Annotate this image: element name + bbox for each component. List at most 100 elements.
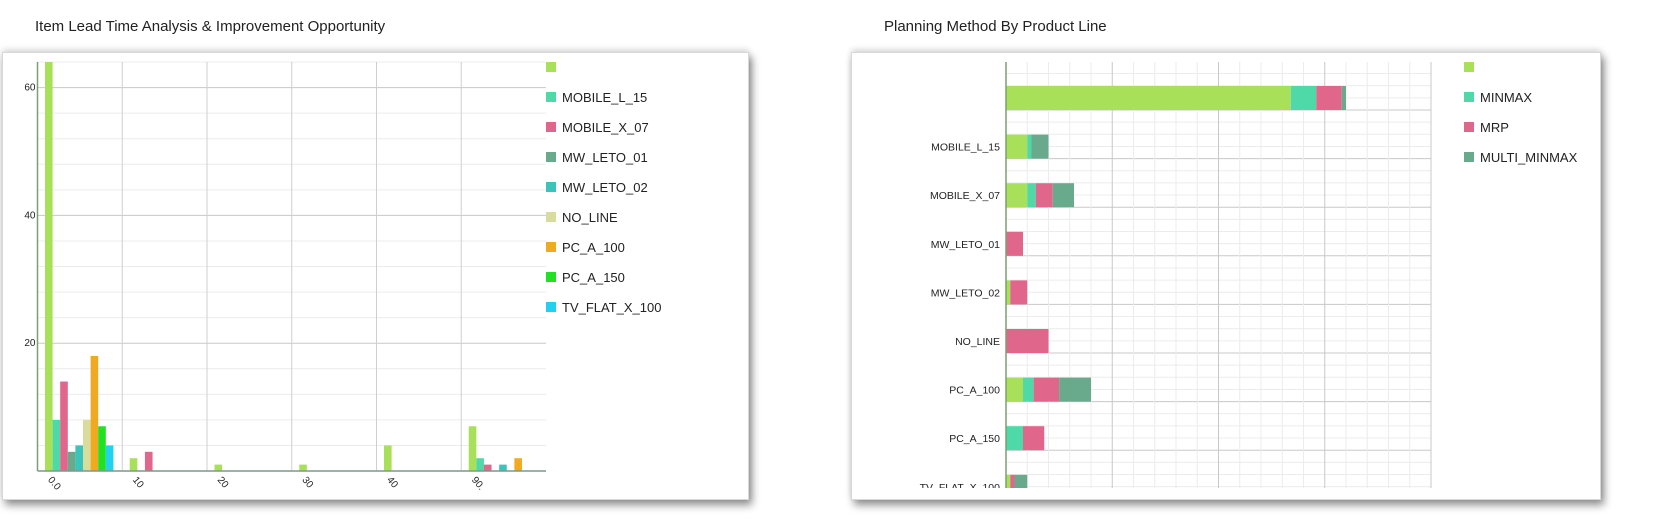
- bar-segment: [1027, 183, 1036, 208]
- bar-segment: [1006, 426, 1023, 451]
- lead-time-plot: 20 40 60 0.0 10 20 30 40 90.: [24, 61, 546, 493]
- bar-segment: [1006, 280, 1011, 305]
- legend-item[interactable]: PC_A_150: [546, 269, 625, 285]
- bar-segment: [1006, 329, 1049, 353]
- bar: [45, 62, 53, 471]
- legend-swatch-icon: [546, 272, 556, 282]
- legend-swatch-icon: [1464, 122, 1474, 132]
- bar-segment: [1316, 86, 1342, 110]
- y-category-label: TV_FLAT_X_100: [920, 482, 1001, 494]
- bar: [483, 464, 492, 471]
- legend-swatch-icon: [1464, 152, 1474, 162]
- legend-item[interactable]: MINMAX: [1464, 89, 1532, 105]
- planning-method-plot: MOBILE_L_15 MOBILE_X_07 MW_LETO_01 MW_LETO_…: [920, 62, 1432, 494]
- lead-time-chart-title: Item Lead Time Analysis & Improvement Op…: [35, 18, 386, 35]
- planning-method-chart-title: Planning Method By Product Line: [884, 18, 1107, 35]
- legend-label: PC_A_150: [562, 269, 625, 285]
- legend-item[interactable]: MOBILE_L_15: [546, 89, 647, 105]
- bar: [214, 464, 223, 471]
- bar-segment: [1059, 377, 1091, 402]
- legend-item[interactable]: MOBILE_X_07: [546, 119, 649, 135]
- bar: [52, 419, 61, 471]
- bar-segment: [1023, 426, 1045, 451]
- legend-label: MRP: [1480, 119, 1509, 135]
- planning-method-chart-panel: [851, 52, 1601, 500]
- bar: [75, 445, 83, 471]
- bar: [499, 464, 507, 471]
- legend-item[interactable]: MW_LETO_01: [546, 149, 648, 165]
- legend-label: MOBILE_X_07: [562, 119, 649, 135]
- y-tick-label: 60: [24, 83, 36, 94]
- y-category-label: PC_A_100: [949, 385, 1000, 397]
- legend-item[interactable]: PC_A_100: [546, 239, 625, 255]
- bar-segment: [1035, 183, 1053, 208]
- legend-item[interactable]: MULTI_MINMAX: [1464, 149, 1577, 165]
- legend-item[interactable]: TV_FLAT_X_100: [546, 299, 661, 315]
- y-category-label: MOBILE_L_15: [931, 142, 1000, 154]
- bar-segment: [1033, 377, 1060, 402]
- bar-segment: [1006, 134, 1028, 159]
- y-tick-label: 40: [24, 210, 36, 221]
- bar: [514, 458, 522, 471]
- legend-label: MW_LETO_01: [562, 149, 648, 165]
- bar: [299, 464, 307, 471]
- bar: [90, 355, 99, 471]
- legend-item[interactable]: [1464, 59, 1480, 75]
- y-category-label: NO_LINE: [955, 336, 1000, 348]
- legend-label: MOBILE_L_15: [562, 89, 648, 105]
- x-tick-label: 90.: [469, 475, 486, 493]
- legend-swatch-icon: [546, 92, 556, 102]
- bar-segment: [1341, 86, 1346, 110]
- x-tick-label: 40: [384, 475, 400, 491]
- lead-time-chart-panel: [2, 52, 749, 500]
- legend-swatch-icon: [546, 212, 556, 222]
- bar-segment: [1010, 474, 1015, 488]
- legend-label: PC_A_100: [562, 239, 625, 255]
- bar-segment: [1010, 280, 1028, 305]
- bar: [105, 445, 114, 471]
- legend-label: TV_FLAT_X_100: [562, 299, 662, 315]
- bar: [384, 445, 392, 471]
- bar-segment: [1006, 377, 1023, 402]
- bar-segment: [1031, 134, 1049, 159]
- legend-label: NO_LINE: [562, 209, 618, 225]
- legend-swatch-icon: [546, 242, 556, 252]
- bar: [98, 426, 106, 471]
- bar-segment: [1014, 474, 1028, 488]
- legend-item[interactable]: [546, 59, 562, 75]
- bar: [83, 419, 91, 471]
- legend-swatch-icon: [1464, 92, 1474, 102]
- bar: [144, 451, 153, 471]
- bar: [67, 451, 76, 471]
- bar-segment: [1006, 474, 1011, 488]
- legend-item[interactable]: MRP: [1464, 119, 1509, 135]
- bar-segment: [1006, 231, 1023, 256]
- bar-segment: [1023, 377, 1034, 402]
- legend-swatch-icon: [546, 122, 556, 132]
- legend-item[interactable]: NO_LINE: [546, 209, 618, 225]
- legend-swatch-icon: [546, 62, 556, 72]
- legend-swatch-icon: [546, 182, 556, 192]
- y-category-label: MW_LETO_02: [931, 287, 1000, 299]
- x-tick-label: 0.0: [45, 475, 63, 493]
- legend-swatch-icon: [1464, 62, 1474, 72]
- bar-segment: [1027, 134, 1032, 159]
- legend-label: MW_LETO_02: [562, 179, 648, 195]
- bar-segment: [1006, 183, 1028, 208]
- y-category-label: PC_A_150: [949, 433, 1000, 445]
- bar: [476, 458, 484, 471]
- legend-label: MINMAX: [1480, 89, 1532, 105]
- x-tick-label: 10: [130, 475, 146, 491]
- legend-item[interactable]: MW_LETO_02: [546, 179, 648, 195]
- x-tick-label: 30: [299, 475, 315, 491]
- legend-swatch-icon: [546, 152, 556, 162]
- bar-segment: [1290, 86, 1317, 110]
- bar: [129, 458, 138, 471]
- bar-segment: [1052, 183, 1074, 208]
- bar: [60, 381, 68, 471]
- y-category-label: MOBILE_X_07: [930, 190, 1000, 202]
- legend-swatch-icon: [546, 302, 556, 312]
- planning-plot-area: MOBILE_L_15 MOBILE_X_07 MW_LETO_01 MW_LETO_…: [920, 62, 1432, 494]
- legend-label: MULTI_MINMAX: [1480, 149, 1578, 165]
- y-tick-label: 20: [24, 338, 36, 349]
